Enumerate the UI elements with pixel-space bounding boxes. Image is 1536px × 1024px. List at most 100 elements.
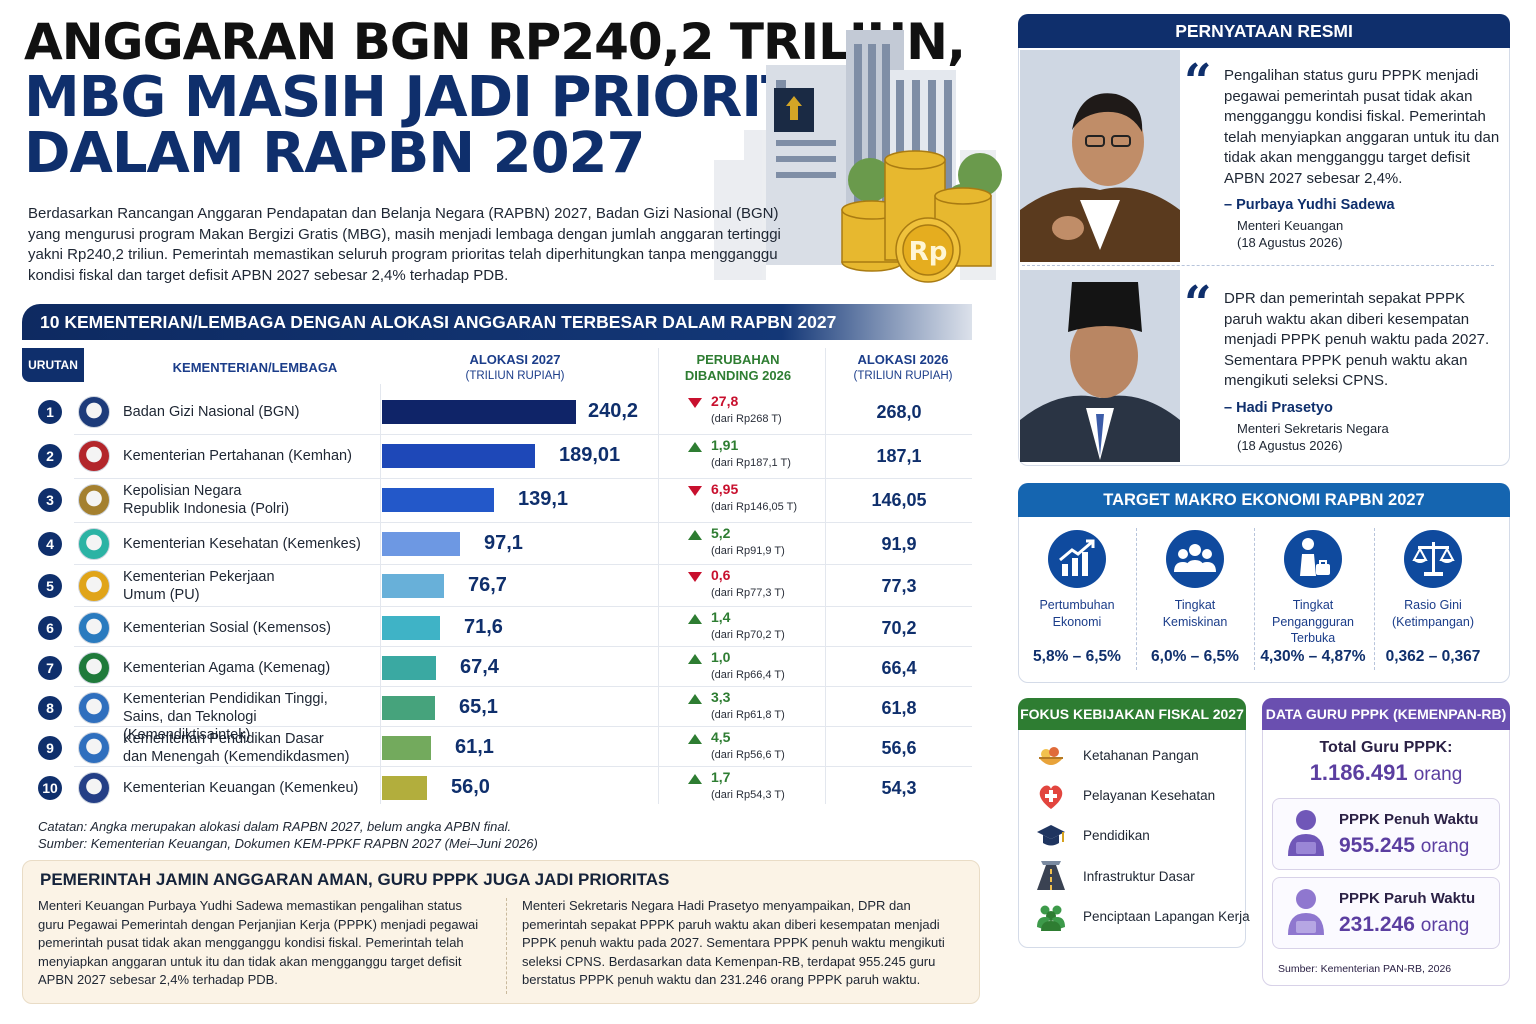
graduation-cap-icon (1037, 825, 1065, 846)
person-icon (1288, 889, 1324, 935)
change-value: 1,4 (711, 609, 731, 625)
macro-header: TARGET MAKRO EKONOMI RAPBN 2027 (1018, 483, 1510, 517)
quote-1-date: (18 Agustus 2026) (1237, 235, 1343, 250)
quote-2-role: Menteri Sekretaris Negara (1237, 421, 1389, 436)
allocation-bar (382, 696, 435, 720)
building-coins-illustration: Rp (714, 30, 1002, 283)
allocation-bar (382, 444, 535, 468)
allocation-value: 56,0 (451, 776, 490, 798)
ministry-name: Kementerian Pendidikan Dasar dan Menenga… (123, 731, 350, 765)
allocation-2026-value: 66,4 (881, 658, 917, 678)
column-divider (380, 384, 381, 804)
increase-arrow-icon (688, 614, 702, 624)
change-value: 5,2 (711, 525, 731, 541)
row-separator (74, 522, 972, 523)
note-line: Catatan: Angka merupakan alokasi dalam R… (38, 819, 512, 834)
allocation-value: 139,1 (518, 488, 569, 510)
change-from: (dari Rp56,6 T) (711, 749, 785, 761)
rank-badge: 7 (38, 656, 62, 680)
allocation-2026-value: 91,9 (881, 534, 917, 554)
rank-badge: 5 (38, 574, 62, 598)
row-separator (74, 766, 972, 767)
portrait-purbaya (1020, 50, 1180, 262)
increase-arrow-icon (688, 774, 702, 784)
statement-header: PERNYATAAN RESMI (1018, 14, 1510, 48)
intro-paragraph: Berdasarkan Rancangan Anggaran Pendapata… (28, 205, 781, 284)
pppk-part-card (1272, 877, 1500, 949)
allocation-2026-value: 77,3 (881, 576, 917, 596)
pppk-full-number: 955.245 (1339, 834, 1415, 857)
header-alloc-2026: ALOKASI 2026 (TRILIUN RUPIAH) (830, 352, 976, 384)
macro-value: 4,30% – 4,87% (1260, 648, 1366, 665)
macro-separator (1136, 528, 1137, 670)
allocation-bar (382, 776, 427, 800)
quote-1-role: Menteri Keuangan (1237, 218, 1344, 233)
fiscal-header: FOKUS KEBIJAKAN FISKAL 2027 (1018, 698, 1246, 730)
pppk-full-card (1272, 798, 1500, 870)
change-from: (dari Rp187,1 T) (711, 457, 791, 469)
pppk-total-number: 1.186.491 (1309, 760, 1408, 785)
pppk-full-label: PPPK Penuh Waktu (1339, 811, 1479, 828)
macro-label: Tingkat Kemiskinan (1162, 598, 1228, 629)
header-rank: URUTAN (22, 348, 84, 382)
change-value: 27,8 (711, 393, 739, 409)
rank-badge: 8 (38, 696, 62, 720)
change-value: 3,3 (711, 689, 731, 705)
pppk-part-label: PPPK Paruh Waktu (1339, 890, 1476, 907)
unemployed-person-icon (1284, 530, 1342, 588)
bottom-divider (506, 898, 507, 994)
road-icon (1037, 861, 1065, 890)
ministry-name: Kementerian Pendidikan Tinggi, Sains, da… (123, 691, 328, 743)
allocation-bar (382, 616, 440, 640)
change-from: (dari Rp91,9 T) (711, 545, 785, 557)
header-alloc-2027: ALOKASI 2027 (TRILIUN RUPIAH) (420, 352, 610, 384)
allocation-value: 76,7 (468, 574, 507, 596)
ministry-name: Kementerian Sosial (Kemensos) (123, 620, 331, 636)
allocation-2026-value: 54,3 (881, 778, 917, 798)
change-from: (dari Rp70,2 T) (711, 629, 785, 641)
header-alloc-2027-unit: (TRILIUN RUPIAH) (465, 370, 565, 382)
table-notes: Catatan: Angka merupakan alokasi dalam R… (38, 818, 538, 852)
change-from: (dari Rp54,3 T) (711, 789, 785, 801)
change-value: 4,5 (711, 729, 731, 745)
fiscal-item-label: Ketahanan Pangan (1083, 748, 1199, 763)
increase-arrow-icon (688, 694, 702, 704)
quote-1-text: Pengalihan status guru PPPK menjadi pega… (1224, 67, 1500, 187)
allocation-bar (382, 574, 444, 598)
row-separator (74, 564, 972, 565)
ministry-name: Kementerian Pekerjaan Umum (PU) (123, 569, 275, 603)
ministry-logo-icon (78, 528, 110, 560)
header-alloc-2027-title: ALOKASI 2027 (469, 352, 561, 367)
decrease-arrow-icon (688, 398, 702, 408)
rank-badge: 10 (38, 776, 62, 800)
increase-arrow-icon (688, 530, 702, 540)
pppk-unit: orang (1413, 764, 1463, 785)
increase-arrow-icon (688, 442, 702, 452)
bottom-right-text: Menteri Sekretaris Negara Hadi Prasetyo … (522, 898, 945, 988)
workers-icon (1037, 905, 1065, 931)
row-separator (74, 434, 972, 435)
balance-scale-icon (1404, 530, 1462, 588)
pppk-total-value: 1.186.491 orang (1262, 760, 1510, 786)
change-value: 6,95 (711, 481, 739, 497)
pppk-source: Sumber: Kementerian PAN-RB, 2026 (1278, 963, 1452, 975)
ministry-logo-icon (78, 732, 110, 764)
table-banner: 10 KEMENTERIAN/LEMBAGA DENGAN ALOKASI AN… (22, 304, 972, 340)
change-value: 1,0 (711, 649, 731, 665)
change-value: 1,91 (711, 437, 739, 453)
change-value: 0,6 (711, 567, 731, 583)
row-separator (74, 606, 972, 607)
change-from: (dari Rp77,3 T) (711, 587, 785, 599)
change-from: (dari Rp61,8 T) (711, 709, 785, 721)
rank-badge: 2 (38, 444, 62, 468)
header-alloc-2026-unit: (TRILIUN RUPIAH) (853, 370, 953, 382)
pppk-part-value: 231.246 orang (1339, 913, 1469, 937)
health-heart-icon (1039, 785, 1063, 809)
garuda-emblem-icon (786, 96, 802, 120)
ministry-name: Kementerian Pertahanan (Kemhan) (123, 448, 352, 464)
decrease-arrow-icon (688, 486, 702, 496)
quote-mark-icon: “ (1184, 276, 1212, 332)
allocation-2026-value: 61,8 (881, 698, 917, 718)
allocation-bar (382, 656, 436, 680)
rank-badge: 4 (38, 532, 62, 556)
